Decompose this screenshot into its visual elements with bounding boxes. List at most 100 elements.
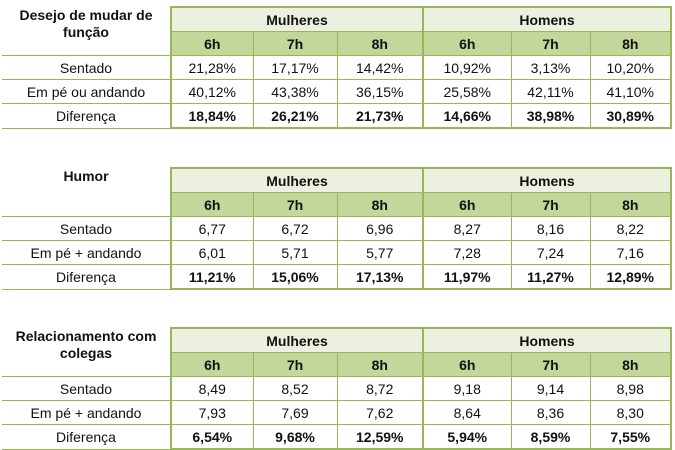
table-cell: 6,72 (252, 216, 338, 241)
table-cell: 9,68% (252, 424, 338, 450)
group-header-women: Mulheres (170, 327, 424, 353)
table-cell: 8,27 (422, 216, 512, 241)
table-cell: 8,64 (422, 400, 512, 425)
table-row-sentado: Sentado 21,28% 17,17% 14,42% 10,92% 3,13… (2, 55, 672, 80)
hour-header: 6h (170, 31, 254, 56)
table-cell: 25,58% (422, 79, 512, 104)
table-cell: 36,15% (336, 79, 424, 104)
table-cell: 15,06% (252, 264, 338, 290)
hour-header: 6h (170, 192, 254, 217)
table-cell: 43,38% (252, 79, 338, 104)
table-cell: 5,71 (252, 240, 338, 265)
table-cell: 6,01 (170, 240, 254, 265)
hour-header: 6h (170, 352, 254, 377)
table-cell: 7,62 (336, 400, 424, 425)
group-header-men: Homens (422, 167, 672, 193)
row-label: Diferença (2, 424, 172, 450)
table-cell: 8,16 (510, 216, 591, 241)
table-cell: 11,97% (422, 264, 512, 290)
table-cell: 9,18 (422, 376, 512, 401)
table-cell: 6,96 (336, 216, 424, 241)
table-cell: 14,42% (336, 55, 424, 80)
table-cell: 8,52 (252, 376, 338, 401)
table-cell: 12,89% (589, 264, 672, 290)
table-cell: 5,94% (422, 424, 512, 450)
table-cell: 26,21% (252, 103, 338, 129)
table-cell: 7,28 (422, 240, 512, 265)
table-title: Humor (63, 168, 109, 184)
table-cell: 30,89% (589, 103, 672, 129)
table-cell: 12,59% (336, 424, 424, 450)
table-cell: 8,49 (170, 376, 254, 401)
hour-header: 7h (252, 31, 338, 56)
table-cell: 8,30 (589, 400, 672, 425)
row-label: Sentado (2, 376, 172, 401)
table-title: Desejo de mudar de função (19, 7, 153, 40)
group-header-women: Mulheres (170, 6, 424, 32)
table-cell: 7,69 (252, 400, 338, 425)
table-desejo-de-mudar-de-funcao: Desejo de mudar de função Mulheres Homen… (2, 6, 672, 129)
table-cell: 40,12% (170, 79, 254, 104)
table-row-diferenca: Diferença 6,54% 9,68% 12,59% 5,94% 8,59%… (2, 424, 672, 450)
hour-header: 7h (252, 352, 338, 377)
group-header-men: Homens (422, 327, 672, 353)
table-row-em-pe: Em pé ou andando 40,12% 43,38% 36,15% 25… (2, 79, 672, 104)
table-cell: 8,22 (589, 216, 672, 241)
hour-header: 7h (510, 352, 591, 377)
hour-header: 7h (252, 192, 338, 217)
hour-header: 6h (422, 352, 512, 377)
hour-header: 6h (422, 31, 512, 56)
table-cell: 7,93 (170, 400, 254, 425)
table-relacionamento-com-colegas: Relacionamento com colegas Mulheres Home… (2, 327, 672, 450)
table-cell: 14,66% (422, 103, 512, 129)
table-cell: 38,98% (510, 103, 591, 129)
table-title: Relacionamento com colegas (15, 328, 157, 361)
hour-header: 8h (589, 352, 672, 377)
table-cell: 18,84% (170, 103, 254, 129)
hour-header: 6h (422, 192, 512, 217)
table-cell: 7,55% (589, 424, 672, 450)
table-cell: 6,77 (170, 216, 254, 241)
table-cell: 3,13% (510, 55, 591, 80)
hour-header: 8h (589, 192, 672, 217)
table-cell: 17,13% (336, 264, 424, 290)
table-cell: 17,17% (252, 55, 338, 80)
table-cell: 10,92% (422, 55, 512, 80)
row-label: Sentado (2, 55, 172, 80)
row-label: Em pé ou andando (2, 79, 172, 104)
table-row-em-pe: Em pé + andando 6,01 5,71 5,77 7,28 7,24… (2, 240, 672, 265)
table-cell: 5,77 (336, 240, 424, 265)
group-header-men: Homens (422, 6, 672, 32)
table-row-sentado: Sentado 6,77 6,72 6,96 8,27 8,16 8,22 (2, 216, 672, 241)
hour-header: 8h (336, 31, 424, 56)
group-header-women: Mulheres (170, 167, 424, 193)
row-label: Sentado (2, 216, 172, 241)
hour-header: 7h (510, 31, 591, 56)
table-cell: 11,21% (170, 264, 254, 290)
table-cell: 11,27% (510, 264, 591, 290)
table-cell: 21,28% (170, 55, 254, 80)
row-label: Diferença (2, 264, 172, 290)
hour-header: 7h (510, 192, 591, 217)
table-row-diferenca: Diferença 11,21% 15,06% 17,13% 11,97% 11… (2, 264, 672, 290)
table-cell: 6,54% (170, 424, 254, 450)
table-cell: 9,14 (510, 376, 591, 401)
row-label: Em pé + andando (2, 240, 172, 265)
table-cell: 8,72 (336, 376, 424, 401)
table-cell: 8,59% (510, 424, 591, 450)
table-cell: 42,11% (510, 79, 591, 104)
table-cell: 10,20% (589, 55, 672, 80)
table-row-em-pe: Em pé + andando 7,93 7,69 7,62 8,64 8,36… (2, 400, 672, 425)
table-cell: 41,10% (589, 79, 672, 104)
row-label: Diferença (2, 103, 172, 129)
row-label: Em pé + andando (2, 400, 172, 425)
table-row-sentado: Sentado 8,49 8,52 8,72 9,18 9,14 8,98 (2, 376, 672, 401)
hour-header: 8h (589, 31, 672, 56)
table-humor: Humor Mulheres Homens 6h 7h 8h 6h 7h 8h … (2, 167, 672, 290)
table-row-diferenca: Diferença 18,84% 26,21% 21,73% 14,66% 38… (2, 103, 672, 129)
hour-header: 8h (336, 192, 424, 217)
table-cell: 8,36 (510, 400, 591, 425)
hour-header: 8h (336, 352, 424, 377)
table-cell: 7,16 (589, 240, 672, 265)
table-cell: 8,98 (589, 376, 672, 401)
